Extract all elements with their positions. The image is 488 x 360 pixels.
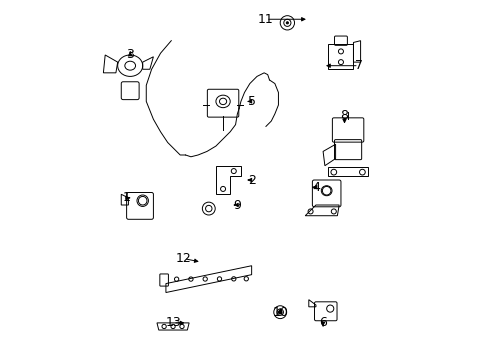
Text: 3: 3 — [126, 49, 134, 62]
Bar — [328, 44, 353, 69]
Text: 11: 11 — [258, 13, 273, 26]
Text: 5: 5 — [247, 95, 255, 108]
Text: 13: 13 — [165, 316, 181, 329]
Text: 2: 2 — [247, 174, 255, 186]
Text: 10: 10 — [272, 306, 287, 319]
Text: 6: 6 — [319, 316, 326, 329]
Text: 4: 4 — [311, 181, 319, 194]
Text: 7: 7 — [354, 59, 362, 72]
Bar — [328, 167, 367, 176]
Text: 9: 9 — [233, 198, 241, 212]
Text: 8: 8 — [340, 109, 348, 122]
Ellipse shape — [285, 22, 288, 24]
Text: 1: 1 — [122, 192, 130, 204]
Text: 12: 12 — [176, 252, 191, 265]
Circle shape — [278, 310, 282, 314]
